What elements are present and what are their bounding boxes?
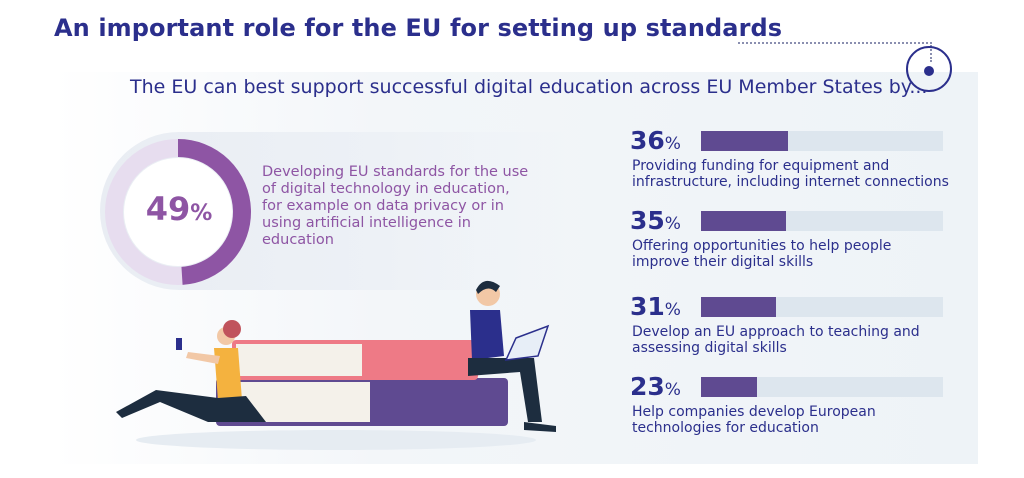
bar-percent-sign: % — [664, 300, 681, 320]
bar-percent-sign: % — [664, 214, 681, 234]
donut-value-arc — [177, 139, 251, 285]
main-item-label: Developing EU standards for the use of d… — [262, 164, 529, 248]
woman-figure — [116, 320, 266, 422]
bar-category-label: Develop an EU approach to teaching and a… — [632, 324, 920, 356]
woman-hair — [223, 320, 241, 338]
page-subtitle: The EU can best support successful digit… — [130, 76, 928, 98]
bar-track — [701, 377, 943, 397]
donut-inner-disc — [124, 158, 232, 266]
man-legs — [468, 358, 542, 422]
main-percentage-sign: % — [190, 201, 213, 226]
man-shoe — [524, 422, 556, 432]
bar-value-label: 31% — [630, 292, 681, 321]
man-hair — [476, 280, 500, 294]
main-donut-chart — [105, 139, 251, 285]
target-icon — [906, 46, 952, 92]
bar — [701, 131, 789, 151]
woman-legs — [116, 390, 266, 422]
bar-percent-sign: % — [664, 134, 681, 154]
target-dot — [924, 66, 934, 76]
page-title: An important role for the EU for setting… — [54, 14, 783, 42]
bar-value-label: 36% — [630, 126, 681, 155]
man-torso — [470, 310, 504, 360]
bar-value: 35 — [630, 206, 665, 235]
bar-category-label: Offering opportunities to help people im… — [632, 238, 892, 270]
bar-value: 36 — [630, 126, 665, 155]
book-top-pages — [236, 344, 362, 376]
man-figure — [468, 280, 556, 432]
bar-value-label: 23% — [630, 372, 681, 401]
bar-row: 35% Offering opportunities to help peopl… — [630, 206, 950, 282]
bar-row: 23% Help companies develop European tech… — [630, 372, 950, 448]
bar-percent-sign: % — [664, 380, 681, 400]
woman-top — [214, 348, 242, 400]
bar-value: 23 — [630, 372, 665, 401]
bar-value: 31 — [630, 292, 665, 321]
main-percentage-value: 49 — [145, 190, 191, 228]
floor-shadow — [136, 430, 536, 450]
woman-arm — [186, 352, 220, 364]
bar-row: 31% Develop an EU approach to teaching a… — [630, 292, 950, 368]
bar-row: 36% Providing funding for equipment and … — [630, 126, 950, 202]
bar-category-label: Providing funding for equipment and infr… — [632, 158, 949, 190]
bar-category-label: Help companies develop European technolo… — [632, 404, 876, 436]
bar-track — [701, 211, 943, 231]
bar — [701, 211, 786, 231]
title-dotted-line — [738, 42, 932, 44]
laptop — [504, 324, 550, 361]
bar — [701, 377, 757, 397]
bar-value-label: 35% — [630, 206, 681, 235]
woman-phone — [176, 338, 182, 350]
people-on-books-illustration — [116, 280, 556, 450]
bar-track — [701, 131, 943, 151]
bar — [701, 297, 777, 317]
main-percentage: 49% — [132, 190, 226, 228]
bar-track — [701, 297, 943, 317]
